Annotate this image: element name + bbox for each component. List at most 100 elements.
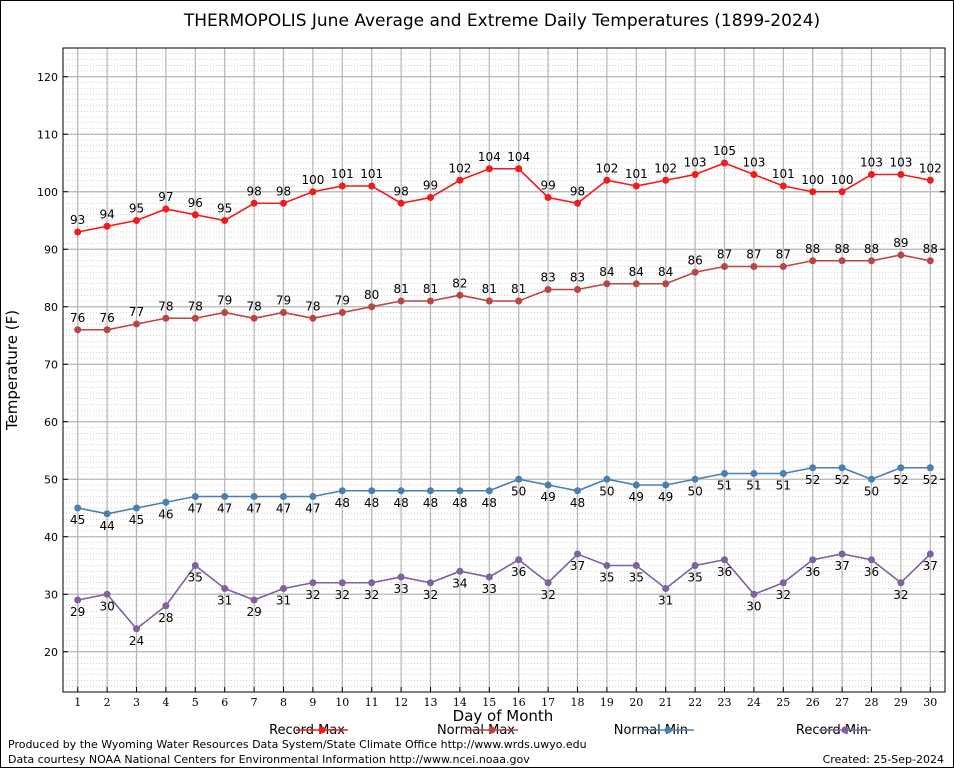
normal-max-point (603, 280, 611, 288)
normal-max-data-label: 86 (687, 253, 702, 267)
x-tick-label: 16 (512, 696, 526, 709)
record-min-point (427, 579, 434, 587)
x-tick-label: 9 (309, 696, 316, 709)
normal-max-data-label: 87 (746, 248, 761, 262)
record-max-data-label: 102 (654, 161, 677, 175)
normal-min-data-label: 52 (805, 473, 820, 487)
normal-min-data-label: 46 (158, 507, 173, 521)
record-max-data-label: 99 (540, 179, 555, 193)
normal-max-point (250, 314, 258, 322)
record-min-data-label: 36 (864, 565, 879, 579)
record-min-point (662, 585, 670, 592)
record-max-data-label: 103 (860, 156, 883, 170)
record-min-data-label: 24 (129, 634, 144, 648)
record-min-data-label: 33 (393, 582, 408, 596)
normal-max-point (427, 297, 434, 305)
normal-min-point (368, 487, 376, 495)
record-max-point (544, 194, 552, 201)
record-min-line (77, 553, 931, 630)
record-min-point (750, 590, 758, 598)
x-tick-label: 12 (394, 696, 408, 709)
record-max-point (427, 194, 434, 201)
record-min-point (456, 567, 464, 575)
record-max-data-label: 105 (713, 144, 736, 158)
legend: Record Max Normal Max Normal Min Record Min (269, 723, 871, 738)
normal-min-data-label: 45 (129, 513, 144, 527)
normal-max-data-label: 77 (129, 305, 144, 319)
normal-max-data-label: 81 (393, 282, 408, 296)
normal-max-data-label: 84 (658, 265, 673, 279)
record-max-point (603, 176, 611, 184)
x-tick-label: 11 (365, 696, 379, 709)
normal-min-data-label: 51 (746, 479, 761, 493)
normal-max-point (368, 303, 376, 311)
record-max-data-label: 100 (831, 173, 854, 187)
normal-min-point (162, 498, 170, 506)
record-max-point (397, 199, 405, 207)
normal-max-point (662, 280, 670, 288)
normal-max-data-label: 88 (864, 242, 879, 256)
record-max-point (897, 171, 905, 178)
record-max-data-label: 104 (507, 150, 530, 164)
x-tick-label: 4 (162, 696, 169, 709)
record-max-point (309, 188, 317, 196)
footer-credit-line1: Produced by the Wyoming Water Resources … (8, 738, 587, 751)
x-tick-label: 10 (335, 696, 349, 709)
y-tick-label: 80 (44, 301, 58, 314)
record-min-point (133, 625, 140, 633)
record-max-data-label: 98 (276, 184, 291, 198)
normal-max-data-label: 87 (717, 248, 732, 262)
normal-min-point (721, 470, 728, 477)
chart-title: THERMOPOLIS June Average and Extreme Dai… (183, 11, 820, 31)
record-max-data-label: 93 (70, 213, 85, 227)
normal-max-point (721, 263, 728, 270)
record-max-point (926, 176, 934, 184)
y-tick-label: 50 (44, 473, 58, 486)
normal-max-line (77, 254, 931, 331)
normal-min-data-label: 48 (452, 496, 467, 510)
normal-max-data-label: 76 (70, 311, 85, 325)
normal-min-data-label: 49 (540, 490, 555, 504)
normal-max-data-label: 88 (923, 242, 938, 256)
record-max-point (250, 199, 258, 207)
normal-max-point (280, 309, 287, 316)
normal-min-point (103, 510, 111, 518)
record-max-data-label: 101 (360, 167, 383, 181)
record-min-data-label: 37 (570, 559, 585, 573)
normal-min-point (632, 481, 640, 489)
record-max-data-label: 98 (393, 184, 408, 198)
normal-min-data-label: 47 (305, 502, 320, 516)
record-max-point (750, 171, 758, 178)
x-tick-label: 14 (453, 696, 467, 709)
normal-max-data-label: 78 (305, 299, 320, 313)
record-min-point (368, 579, 376, 587)
record-max-data-label: 96 (188, 196, 203, 210)
record-max-data-label: 100 (801, 173, 824, 187)
grid (63, 47, 945, 693)
y-axis: 20 30 40 50 60 70 80 90 100 110 120 (37, 71, 945, 659)
record-min-point (280, 585, 287, 592)
record-max-point (515, 165, 523, 173)
record-min-data-label: 31 (217, 594, 232, 608)
record-min-point (103, 590, 111, 598)
normal-min-point (427, 487, 434, 495)
x-tick-label: 15 (482, 696, 496, 709)
normal-min-data-label: 51 (717, 479, 732, 493)
series-record-min: 29 30 24 28 35 31 29 31 32 32 32 33 32 34 33 36 32 37 35 35… (70, 550, 938, 648)
normal-min-point (133, 504, 140, 512)
normal-min-data-label: 49 (629, 490, 644, 504)
record-min-data-label: 35 (629, 571, 644, 585)
record-min-data-label: 35 (188, 571, 203, 585)
normal-min-point (838, 464, 846, 472)
record-min-point (250, 596, 258, 604)
record-max-point (838, 188, 846, 196)
record-max-point (809, 188, 817, 196)
record-max-point (485, 165, 493, 173)
record-min-data-label: 37 (834, 559, 849, 573)
normal-max-point (691, 268, 699, 276)
record-min-point (221, 585, 229, 592)
y-tick-label: 40 (44, 531, 58, 544)
y-tick-label: 100 (37, 186, 58, 199)
normal-min-point (250, 493, 258, 500)
